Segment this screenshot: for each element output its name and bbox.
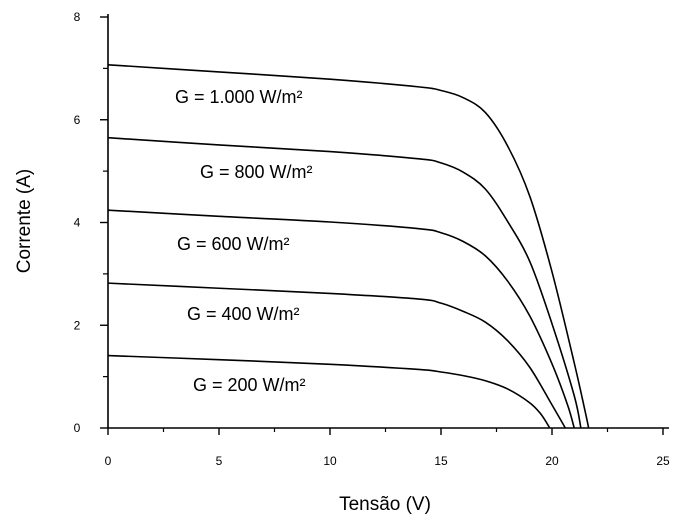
y-tick-label: 6 <box>74 113 81 127</box>
curve-label-g1000: G = 1.000 W/m² <box>175 87 303 107</box>
y-tick-label: 2 <box>74 318 81 332</box>
y-tick-label: 0 <box>74 421 81 435</box>
curve-label-g400: G = 400 W/m² <box>187 304 300 324</box>
curve-label-g600: G = 600 W/m² <box>177 234 290 254</box>
axes <box>107 14 669 429</box>
x-tick-label: 10 <box>323 454 337 468</box>
curve-label-g800: G = 800 W/m² <box>200 162 313 182</box>
tick-labels: 0 5 10 15 20 25 0 2 4 6 8 <box>74 10 670 468</box>
iv-curve-series-1 <box>107 136 582 429</box>
iv-curve-series-2 <box>107 209 575 429</box>
x-tick-label: 20 <box>545 454 559 468</box>
iv-curve-series-0 <box>107 63 590 429</box>
x-tick-label: 0 <box>105 454 112 468</box>
iv-curve-series-3 <box>107 282 567 429</box>
x-axis-label: Tensão (V) <box>339 494 431 515</box>
curve-label-g200: G = 200 W/m² <box>193 375 306 395</box>
y-axis-label: Corrente (A) <box>14 169 35 274</box>
x-tick-label: 15 <box>434 454 448 468</box>
iv-curve-series-4 <box>107 354 551 429</box>
x-tick-label: 25 <box>656 454 670 468</box>
y-tick-label: 8 <box>74 10 81 24</box>
x-tick-label: 5 <box>216 454 223 468</box>
ticks <box>100 16 664 435</box>
curve-labels: G = 1.000 W/m² G = 800 W/m² G = 600 W/m²… <box>175 87 313 395</box>
y-tick-label: 4 <box>74 216 81 230</box>
curves <box>107 63 590 429</box>
